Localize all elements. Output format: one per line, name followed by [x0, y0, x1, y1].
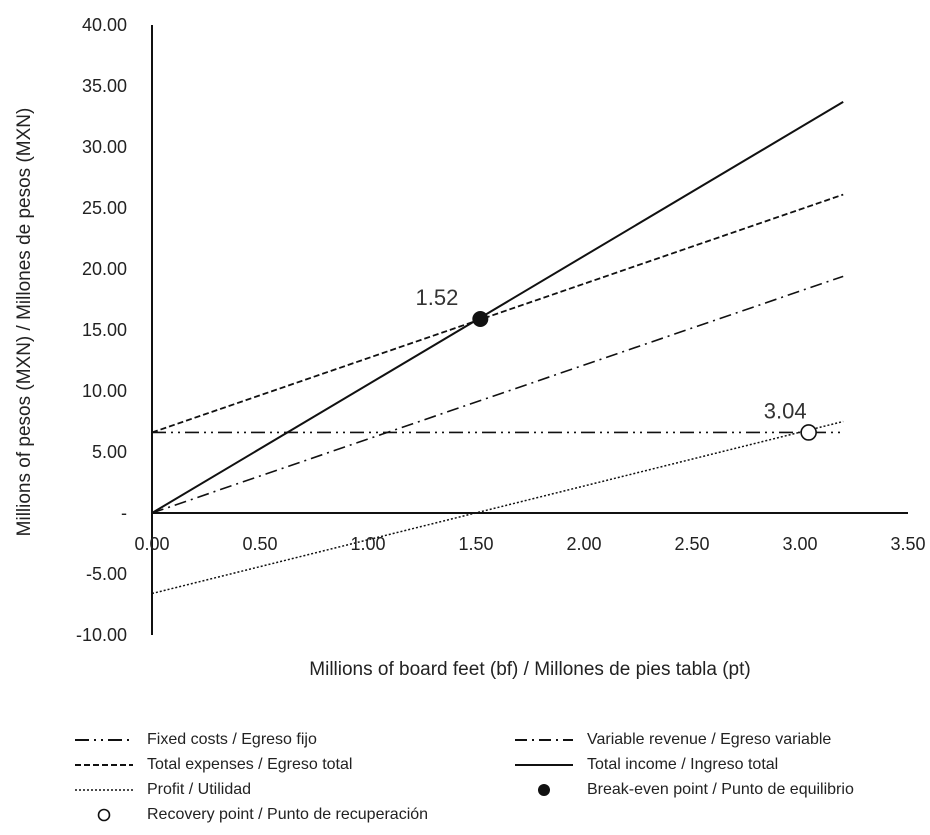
- legend-label: Total expenses / Egreso total: [147, 756, 353, 773]
- dash-dot-line-icon: [515, 739, 573, 741]
- y-tick-labels: 40.00 35.00 30.00 25.00 20.00 15.00 10.00 5.00 -…: [76, 15, 127, 645]
- x-tick-label: 2.50: [674, 534, 709, 554]
- legend-item-total-income: Total income / Ingreso total: [515, 754, 778, 776]
- series-line-4: [151, 420, 844, 595]
- x-tick-label: 2.00: [566, 534, 601, 554]
- legend-label: Total income / Ingreso total: [587, 756, 779, 773]
- dash-dot-dot-line-icon: [75, 739, 133, 741]
- legend-item-profit: Profit / Utilidad: [75, 779, 251, 801]
- y-tick-label: 5.00: [92, 442, 127, 462]
- x-tick-label: 1.50: [458, 534, 493, 554]
- data-label: 1.52: [415, 285, 458, 310]
- x-tick-label: 0.00: [134, 534, 169, 554]
- y-tick-label: 10.00: [82, 381, 127, 401]
- y-tick-label: -: [121, 503, 127, 523]
- markers: 1.52 3.04: [415, 285, 817, 441]
- y-axis-title: Millions of pesos (MXN) / Millones de pe…: [14, 108, 35, 537]
- y-tick-label: -5.00: [86, 564, 127, 584]
- y-tick-label: 35.00: [82, 76, 127, 96]
- series-line-3: [151, 101, 844, 514]
- y-tick-label: 25.00: [82, 198, 127, 218]
- y-tick-label: 40.00: [82, 15, 127, 35]
- chart: 40.00 35.00 30.00 25.00 20.00 15.00 10.00 5.00 -…: [14, 15, 926, 680]
- y-tick-label: 20.00: [82, 259, 127, 279]
- y-tick-label: -10.00: [76, 625, 127, 645]
- x-tick-label: 0.50: [242, 534, 277, 554]
- series-line-2: [151, 193, 844, 434]
- hollow-circle-icon: [97, 808, 111, 822]
- data-label: 3.04: [764, 398, 807, 423]
- legend: Fixed costs / Egreso fijo Variable reven…: [0, 725, 930, 835]
- legend-item-recovery: Recovery point / Punto de recuperación: [75, 804, 428, 826]
- x-tick-labels: 0.00 0.50 1.00 1.50 2.00 2.50 3.00 3.50: [134, 534, 925, 554]
- legend-label: Profit / Utilidad: [147, 781, 252, 798]
- legend-label: Fixed costs / Egreso fijo: [147, 731, 317, 748]
- legend-label: Recovery point / Punto de recuperación: [147, 806, 429, 823]
- legend-item-break-even: Break-even point / Punto de equilibrio: [515, 779, 854, 801]
- legend-label: Break-even point / Punto de equilibrio: [587, 781, 854, 798]
- filled-circle-icon: [538, 784, 550, 796]
- legend-item-total-expenses: Total expenses / Egreso total: [75, 754, 352, 776]
- solid-line-icon: [515, 764, 573, 766]
- plot-lines: [151, 101, 844, 595]
- recovery-point-marker: [800, 424, 817, 441]
- series-line-1: [151, 275, 844, 514]
- dotted-line-icon: [75, 789, 133, 791]
- dashed-line-icon: [75, 764, 133, 766]
- x-axis-title: Millions of board feet (bf) / Millones d…: [309, 659, 750, 680]
- x-tick-label: 1.00: [350, 534, 385, 554]
- y-tick-label: 15.00: [82, 320, 127, 340]
- legend-item-fixed-costs: Fixed costs / Egreso fijo: [75, 729, 317, 751]
- x-tick-label: 3.50: [890, 534, 925, 554]
- y-tick-label: 30.00: [82, 137, 127, 157]
- legend-label: Variable revenue / Egreso variable: [587, 731, 832, 748]
- x-tick-label: 3.00: [782, 534, 817, 554]
- break-even-point-marker: [472, 311, 489, 328]
- legend-item-variable-revenue: Variable revenue / Egreso variable: [515, 729, 831, 751]
